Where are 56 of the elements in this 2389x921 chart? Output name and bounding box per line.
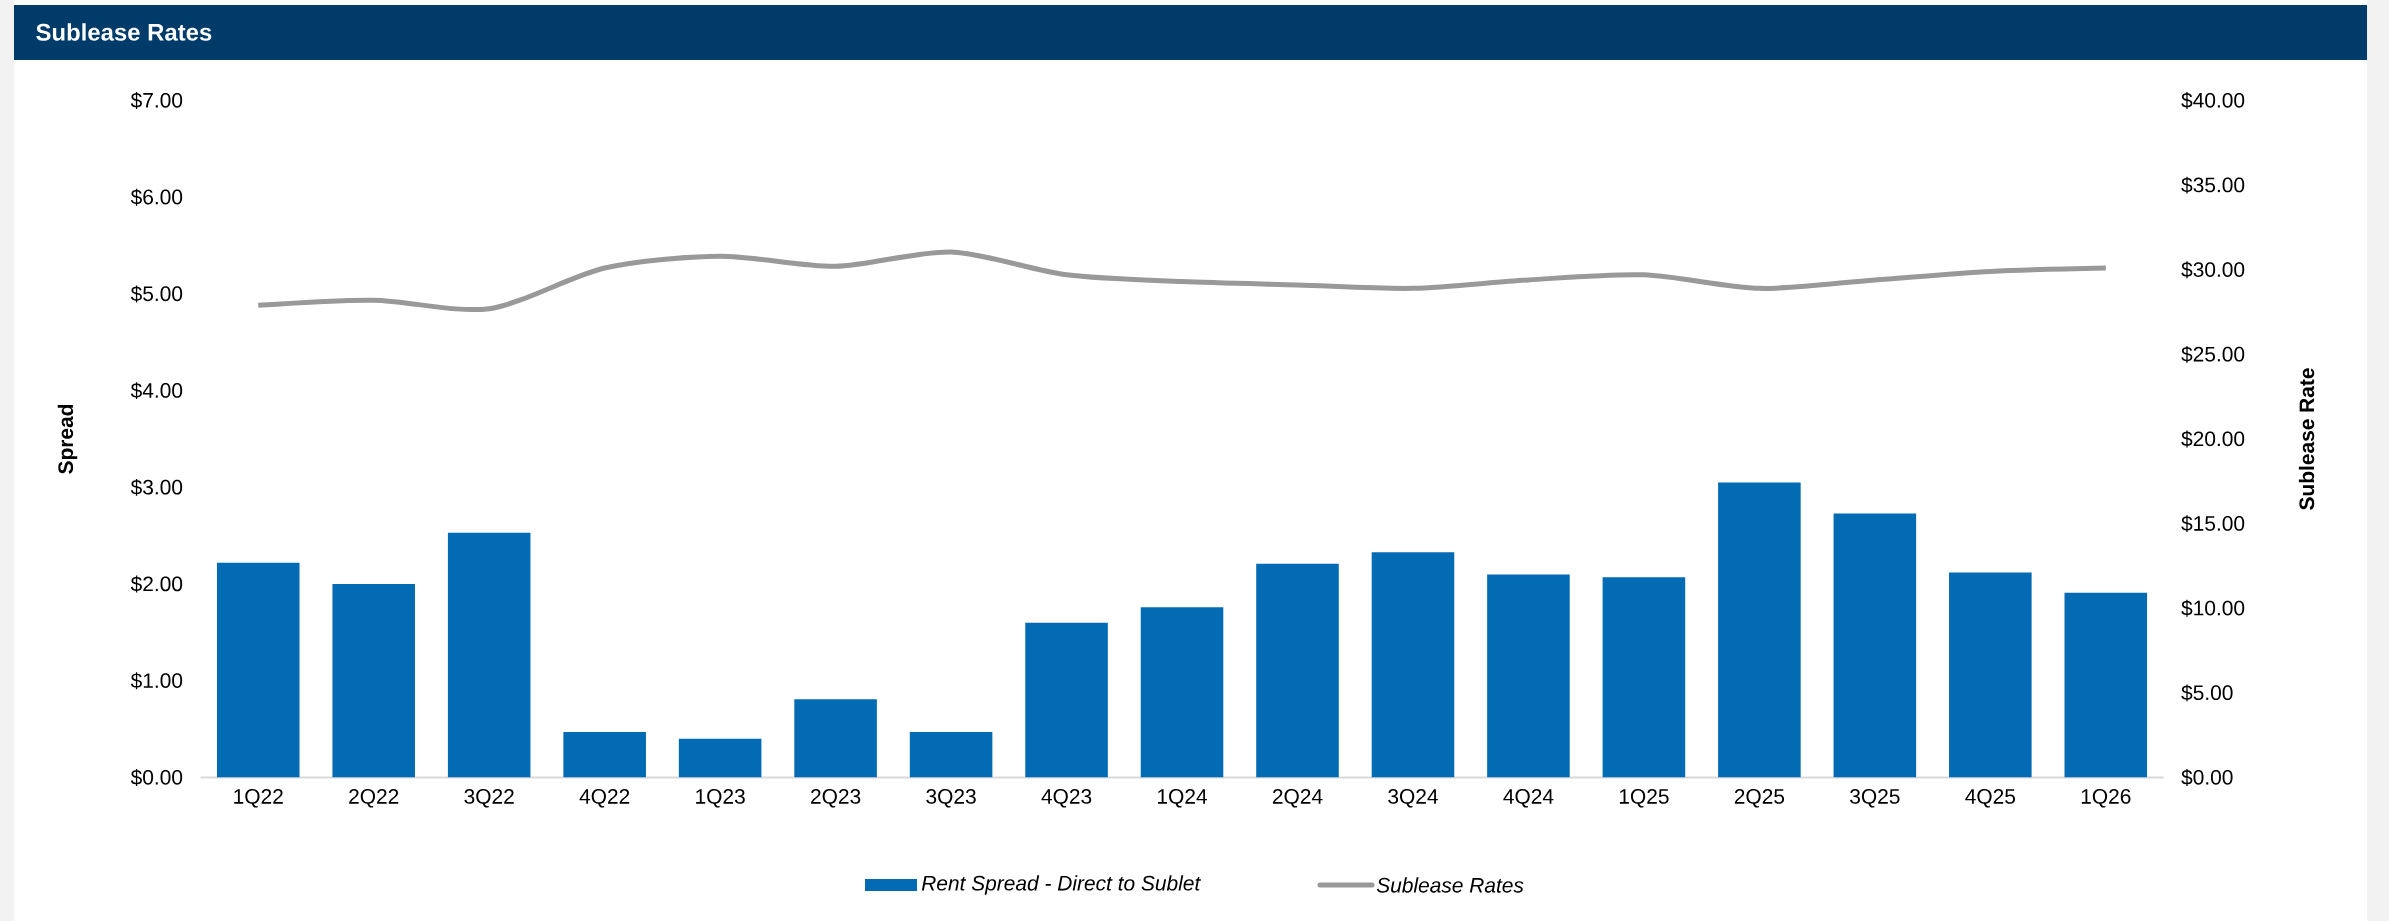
y-tick-label: $2.00 [130,575,183,593]
bar [1602,577,1686,778]
y2-tick-label: $25.00 [2181,345,2245,363]
bar [909,732,993,778]
x-tick-label: 3Q23 [926,789,976,808]
y-tick-label: $6.00 [130,188,183,206]
x-tick-label: 1Q25 [1619,789,1669,808]
legend-label: Rent Spread - Direct to Sublet [921,875,1201,895]
bar [1371,552,1455,778]
bar [678,738,762,778]
y2-tick-label: $35.00 [2181,176,2245,194]
y-tick-label: $7.00 [130,92,183,109]
y-tick-label: $4.00 [130,382,183,400]
legend-label: Sublease Rates [1376,877,1524,893]
y2-tick-label: $5.00 [2181,684,2233,702]
x-tick-label: 2Q22 [349,789,399,808]
y2-tick-label: $40.00 [2181,92,2245,109]
chart-title: Sublease Rates [36,23,212,41]
y-tick-label: $1.00 [130,672,183,690]
x-tick-label: 3Q25 [1850,789,1900,808]
y2-tick-label: $0.00 [2181,769,2233,786]
bar [1718,482,1801,778]
bar [216,562,300,778]
x-tick-label: 2Q24 [1272,789,1323,808]
bar [332,584,415,778]
bar [2064,592,2148,778]
y2-tick-label: $10.00 [2181,599,2245,617]
x-tick-label: 2Q23 [811,789,861,808]
x-tick-label: 4Q23 [1041,789,1092,808]
x-tick-label: 1Q24 [1158,789,1207,808]
y-tick-label: $5.00 [130,285,183,303]
x-tick-label: 2Q25 [1734,789,1785,808]
x-tick-label: 4Q24 [1503,789,1554,808]
bar [1025,622,1108,778]
bar [794,699,877,778]
bar [1833,513,1917,778]
y2-tick-label: $15.00 [2181,515,2245,533]
y-axis-title: Spread [57,404,78,474]
bar [1140,607,1224,778]
bar [563,732,646,778]
x-tick-label: 1Q22 [234,789,283,808]
x-tick-label: 3Q22 [464,789,514,808]
y-tick-label: $3.00 [130,478,183,496]
bar [1487,574,1570,778]
x-tick-label: 3Q24 [1388,789,1438,808]
bar [1949,572,2032,778]
y-tick-label: $0.00 [130,769,183,786]
x-tick-label: 4Q25 [1965,789,2016,808]
x-tick-label: 1Q23 [696,789,745,808]
y2-tick-label: $20.00 [2181,430,2245,448]
bar [447,532,531,778]
bar [1256,563,1339,778]
y2-axis-title: Sublease Rate [2298,368,2315,510]
x-tick-label: 1Q26 [2081,789,2131,808]
y2-tick-label: $30.00 [2181,261,2245,279]
x-tick-label: 4Q22 [579,789,630,808]
